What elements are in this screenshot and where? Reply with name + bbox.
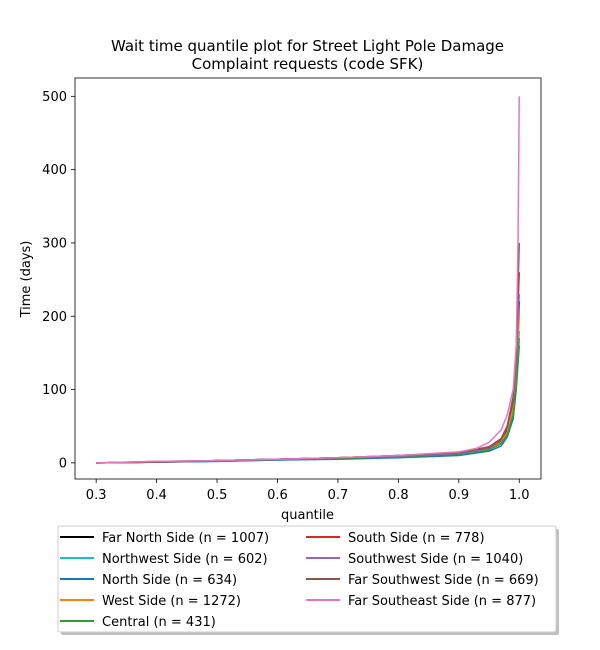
legend-label-7: Far Southwest Side (n = 669) [348, 573, 539, 588]
series-line-0 [96, 301, 520, 464]
series-line-7 [96, 242, 520, 464]
legend-label-6: Southwest Side (n = 1040) [348, 552, 523, 567]
series-line-5 [96, 272, 520, 464]
axes-frame [74, 77, 542, 480]
series-line-2 [96, 345, 520, 464]
chart-title-line-2: Complaint requests (code SFK) [192, 55, 424, 73]
y-tick-label: 300 [42, 236, 67, 251]
x-tick-label: 0.9 [448, 488, 469, 503]
y-tick-label: 0 [59, 456, 67, 471]
legend-label-1: Northwest Side (n = 602) [102, 552, 268, 567]
x-tick-label: 0.3 [86, 488, 107, 503]
legend-label-8: Far Southeast Side (n = 877) [348, 594, 536, 609]
series-line-6 [96, 294, 520, 464]
x-axis-label: quantile [281, 508, 334, 523]
legend-label-5: South Side (n = 778) [348, 531, 485, 546]
y-tick-label: 400 [42, 163, 67, 178]
legend: Far North Side (n = 1007) Northwest Side … [57, 525, 559, 635]
y-tick-label: 200 [42, 310, 67, 325]
legend-label-0: Far North Side (n = 1007) [102, 531, 269, 546]
legend-label-3: West Side (n = 1272) [102, 594, 241, 609]
legend-label-4: Central (n = 431) [102, 615, 216, 630]
series-line-4 [96, 338, 520, 464]
x-tick-label: 0.4 [146, 488, 167, 503]
series-line-3 [96, 316, 520, 464]
y-tick-label: 500 [42, 90, 67, 105]
x-tick-label: 1.0 [509, 488, 530, 503]
x-tick-label: 0.8 [388, 488, 409, 503]
chart-title-line-1: Wait time quantile plot for Street Light… [111, 37, 504, 55]
y-axis-label: Time (days) [19, 241, 34, 319]
y-tick-label: 100 [42, 383, 67, 398]
series-line-8 [96, 96, 520, 464]
x-tick-label: 0.7 [328, 488, 349, 503]
axes-layer: 0.3 0.4 0.5 0.6 0.7 0.8 0.9 1.0 0 100 200 300 400 500 [42, 77, 542, 503]
legend-label-2: North Side (n = 634) [102, 573, 237, 588]
series-layer [96, 96, 520, 464]
x-tick-label: 0.6 [267, 488, 288, 503]
x-tick-label: 0.5 [207, 488, 228, 503]
series-line-1 [96, 330, 520, 464]
